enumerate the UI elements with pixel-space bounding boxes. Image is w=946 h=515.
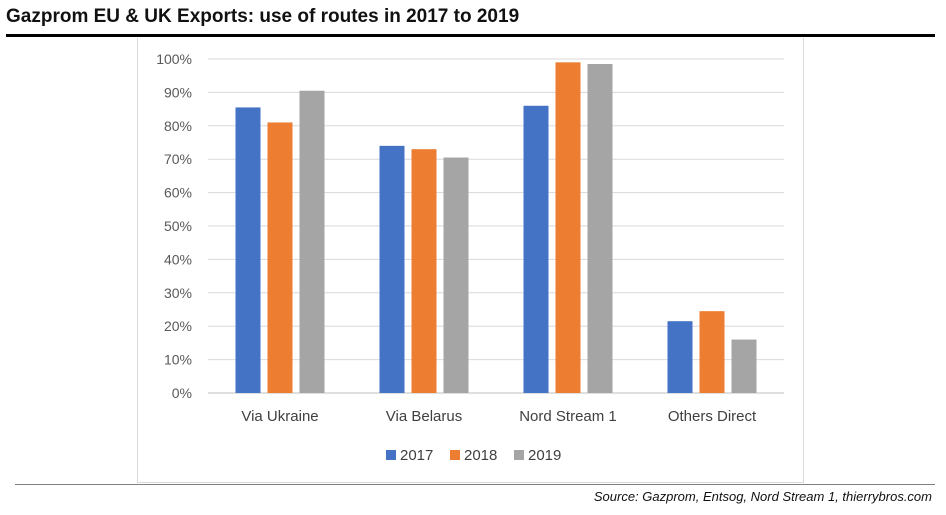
legend-label: 2018: [464, 447, 497, 464]
x-tick-label: Others Direct: [668, 408, 757, 425]
chart-title: Gazprom EU & UK Exports: use of routes i…: [6, 6, 520, 27]
y-tick-label: 90%: [164, 84, 192, 100]
x-tick-label: Via Belarus: [386, 408, 462, 425]
y-tick-label: 20%: [164, 318, 192, 334]
y-tick-label: 60%: [164, 185, 192, 201]
y-tick-label: 0%: [172, 385, 192, 401]
bar: [235, 107, 261, 394]
y-tick-label: 50%: [164, 218, 192, 234]
y-tick-label: 30%: [164, 285, 192, 301]
y-tick-label: 70%: [164, 151, 192, 167]
legend-label: 2017: [400, 447, 433, 464]
y-tick-label: 80%: [164, 118, 192, 134]
bar: [523, 105, 549, 393]
bar: [443, 157, 469, 393]
bar: [299, 90, 325, 393]
legend-label: 2019: [528, 447, 561, 464]
bar: [667, 321, 693, 393]
bar: [379, 145, 405, 393]
chart-area-frame: [137, 38, 804, 483]
x-tick-label: Via Ukraine: [241, 408, 318, 425]
y-tick-label: 100%: [156, 51, 192, 67]
source-note: Source: Gazprom, Entsog, Nord Stream 1, …: [593, 489, 932, 504]
legend-swatch: [386, 450, 396, 460]
legend-swatch: [514, 450, 524, 460]
bar: [267, 122, 293, 394]
y-tick-label: 10%: [164, 352, 192, 368]
title-underline: [6, 34, 935, 37]
bar: [587, 64, 613, 393]
bar: [555, 62, 581, 394]
footer-divider: [15, 484, 935, 485]
bar: [731, 339, 757, 393]
legend-swatch: [450, 450, 460, 460]
y-tick-label: 40%: [164, 251, 192, 267]
x-tick-label: Nord Stream 1: [519, 408, 617, 425]
bar: [411, 149, 437, 393]
bar: [699, 311, 725, 393]
